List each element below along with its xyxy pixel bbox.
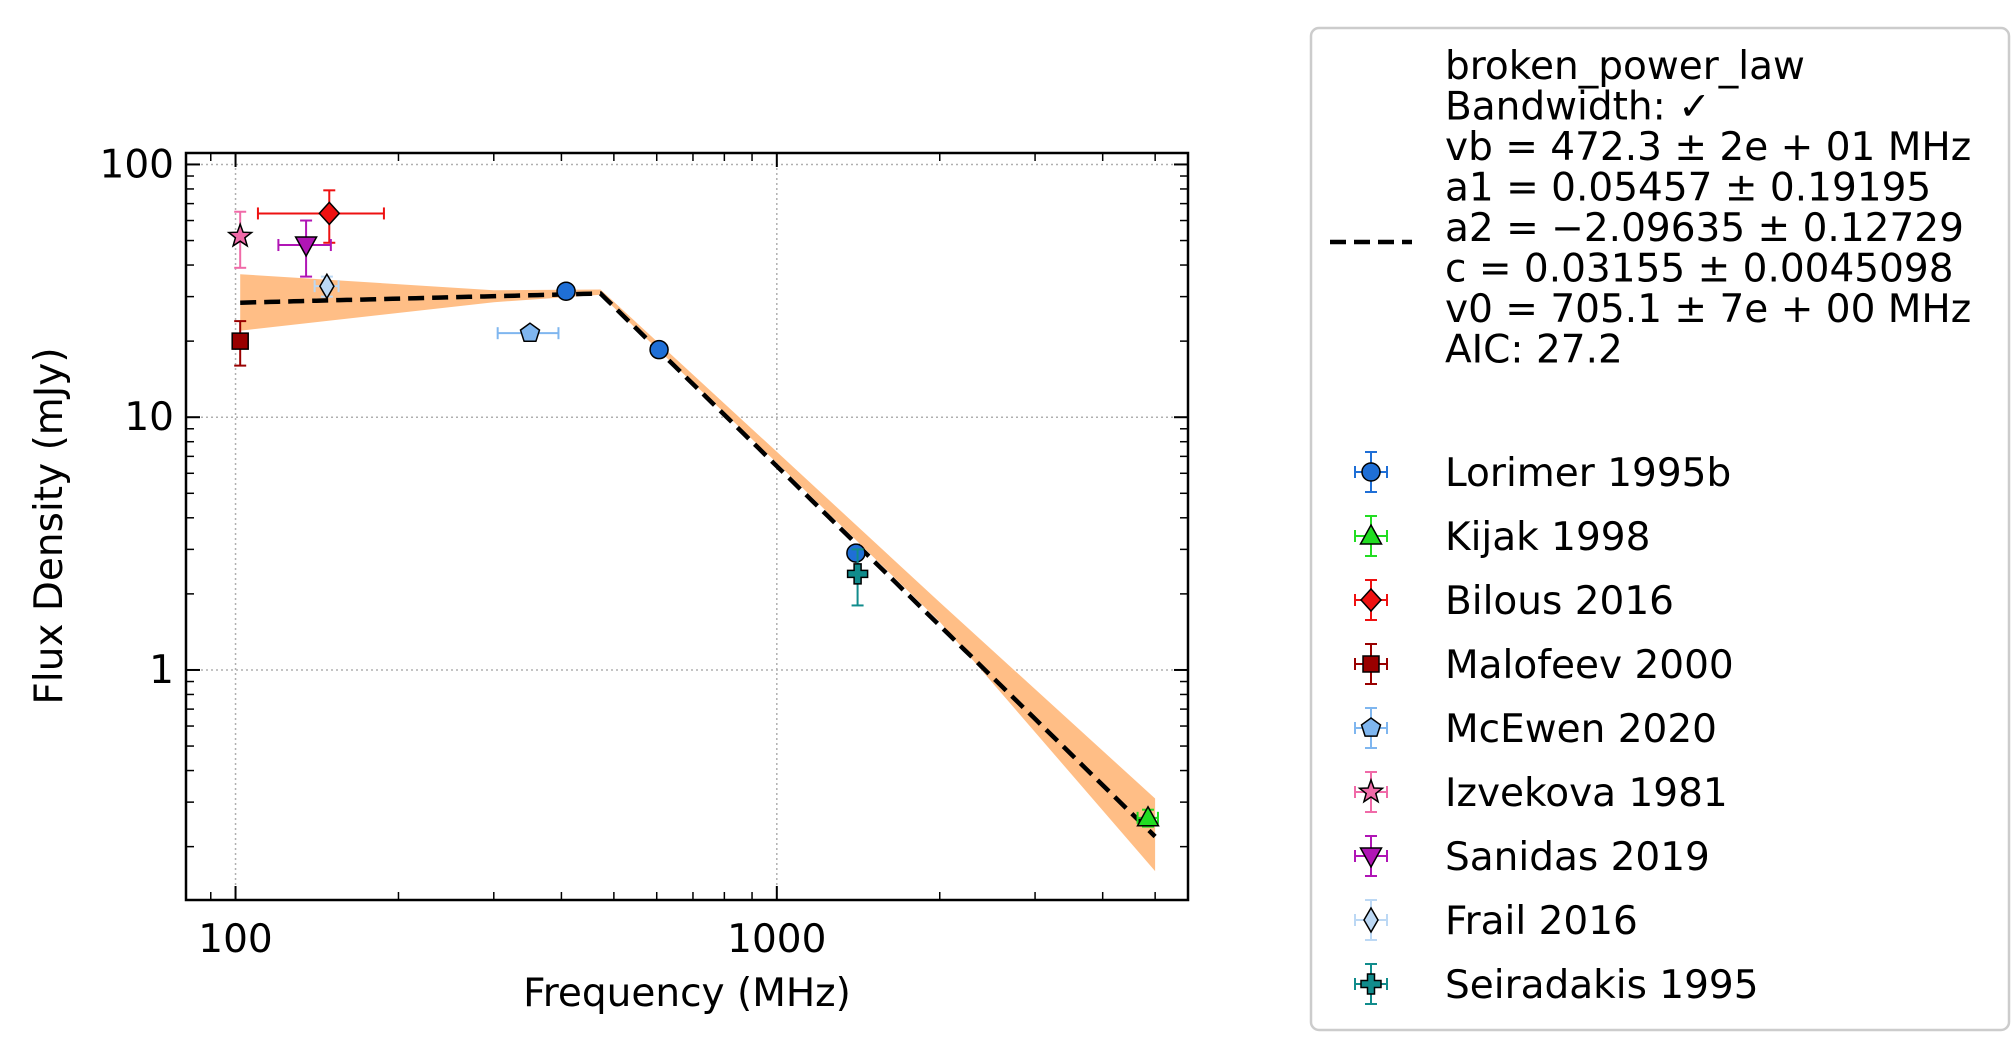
legend-marker-mcewen-2020 xyxy=(1360,717,1382,737)
data-point-malofeev-2000 xyxy=(231,332,249,350)
legend-label-seiradakis-1995: Seiradakis 1995 xyxy=(1445,963,1759,1008)
series-frail-2016 xyxy=(313,272,340,300)
y-axis-title: Flux Density (mJy) xyxy=(27,347,72,704)
legend-item-malofeev-2000: Malofeev 2000 xyxy=(1354,643,1734,688)
legend-label-malofeev-2000: Malofeev 2000 xyxy=(1445,643,1734,688)
legend-item-bilous-2016: Bilous 2016 xyxy=(1354,579,1674,624)
series-mcewen-2020 xyxy=(496,322,560,343)
y-tick-label: 100 xyxy=(100,142,174,187)
legend-item-frail-2016: Frail 2016 xyxy=(1354,899,1638,944)
series-bilous-2016 xyxy=(256,189,385,244)
legend-label-izvekova-1981: Izvekova 1981 xyxy=(1445,771,1728,816)
x-tick-label: 100 xyxy=(198,917,272,962)
grid xyxy=(186,153,1188,900)
legend-series-entries: Lorimer 1995b Kijak 1998 Bilous 2016 Malofe… xyxy=(1354,451,1759,1008)
data-point-seiradakis-1995 xyxy=(846,563,869,585)
data-point-lorimer-1995b xyxy=(649,339,669,360)
series-lorimer-1995b xyxy=(556,281,866,563)
legend-fit-label-line: broken_power_law xyxy=(1445,44,1805,89)
legend-marker-bilous-2016 xyxy=(1359,587,1383,613)
legend-fit-label-line: a1 = 0.05457 ± 0.19195 xyxy=(1445,166,1931,211)
legend-label-kijak-1998: Kijak 1998 xyxy=(1445,515,1650,560)
legend-label-bilous-2016: Bilous 2016 xyxy=(1445,579,1674,624)
legend-marker-sanidas-2019 xyxy=(1359,847,1383,869)
series-kijak-1998 xyxy=(1136,805,1160,828)
data-point-izvekova-1981 xyxy=(226,221,254,248)
legend-label-lorimer-1995b: Lorimer 1995b xyxy=(1445,451,1731,496)
legend-marker-seiradakis-1995 xyxy=(1360,973,1382,995)
legend-marker-lorimer-1995b xyxy=(1361,462,1381,482)
y-tick-label: 1 xyxy=(149,648,174,693)
legend-label-sanidas-2019: Sanidas 2019 xyxy=(1445,835,1710,880)
data-point-lorimer-1995b xyxy=(846,543,866,563)
fit-line xyxy=(240,291,1157,839)
plot-frame xyxy=(184,151,1190,902)
legend-label-frail-2016: Frail 2016 xyxy=(1445,899,1638,944)
legend-fit-label-line: Bandwidth: ✓ xyxy=(1445,85,1711,130)
data-point-kijak-1998 xyxy=(1136,805,1160,827)
data-point-bilous-2016 xyxy=(318,201,341,226)
y-tick-label: 10 xyxy=(124,395,174,440)
legend-marker-malofeev-2000 xyxy=(1362,655,1380,673)
legend-fit-label-line: c = 0.03155 ± 0.0045098 xyxy=(1445,247,1954,292)
legend-label-mcewen-2020: McEwen 2020 xyxy=(1445,707,1717,752)
data-points xyxy=(226,189,1160,828)
series-malofeev-2000 xyxy=(231,320,249,367)
legend-item-kijak-1998: Kijak 1998 xyxy=(1354,515,1650,560)
fit-line-group xyxy=(240,291,1157,839)
data-point-frail-2016 xyxy=(319,272,335,300)
series-seiradakis-1995 xyxy=(846,548,869,607)
series-sanidas-2019 xyxy=(277,219,332,278)
legend-fit-label-line: a2 = −2.09635 ± 0.12729 xyxy=(1445,206,1964,251)
legend-item-lorimer-1995b: Lorimer 1995b xyxy=(1354,451,1731,496)
x-axis-title: Frequency (MHz) xyxy=(523,971,851,1016)
legend-fit-label-line: v0 = 705.1 ± 7e + 00 MHz xyxy=(1445,287,1971,332)
legend-item-izvekova-1981: Izvekova 1981 xyxy=(1354,771,1728,816)
fit-uncertainty-band xyxy=(240,274,1156,872)
fit-band-area xyxy=(240,274,1156,872)
data-point-sanidas-2019 xyxy=(294,236,318,258)
axis-ticks: 100 1000 1 10 100 xyxy=(100,142,1188,962)
data-point-lorimer-1995b xyxy=(556,281,576,302)
legend-marker-kijak-1998 xyxy=(1359,523,1383,545)
legend-item-mcewen-2020: McEwen 2020 xyxy=(1354,707,1717,752)
legend-item-sanidas-2019: Sanidas 2019 xyxy=(1354,835,1710,880)
legend-box xyxy=(1309,26,2011,1032)
legend-item-seiradakis-1995: Seiradakis 1995 xyxy=(1354,963,1759,1008)
legend-fit-label-line: AIC: 27.2 xyxy=(1445,328,1623,373)
legend-marker-frail-2016 xyxy=(1363,906,1379,934)
series-izvekova-1981 xyxy=(226,210,254,269)
data-point-mcewen-2020 xyxy=(519,322,541,343)
legend-fit-label-line: vb = 472.3 ± 2e + 01 MHz xyxy=(1445,125,1971,170)
x-tick-label: 1000 xyxy=(727,917,826,962)
legend-marker-izvekova-1981 xyxy=(1357,777,1385,804)
